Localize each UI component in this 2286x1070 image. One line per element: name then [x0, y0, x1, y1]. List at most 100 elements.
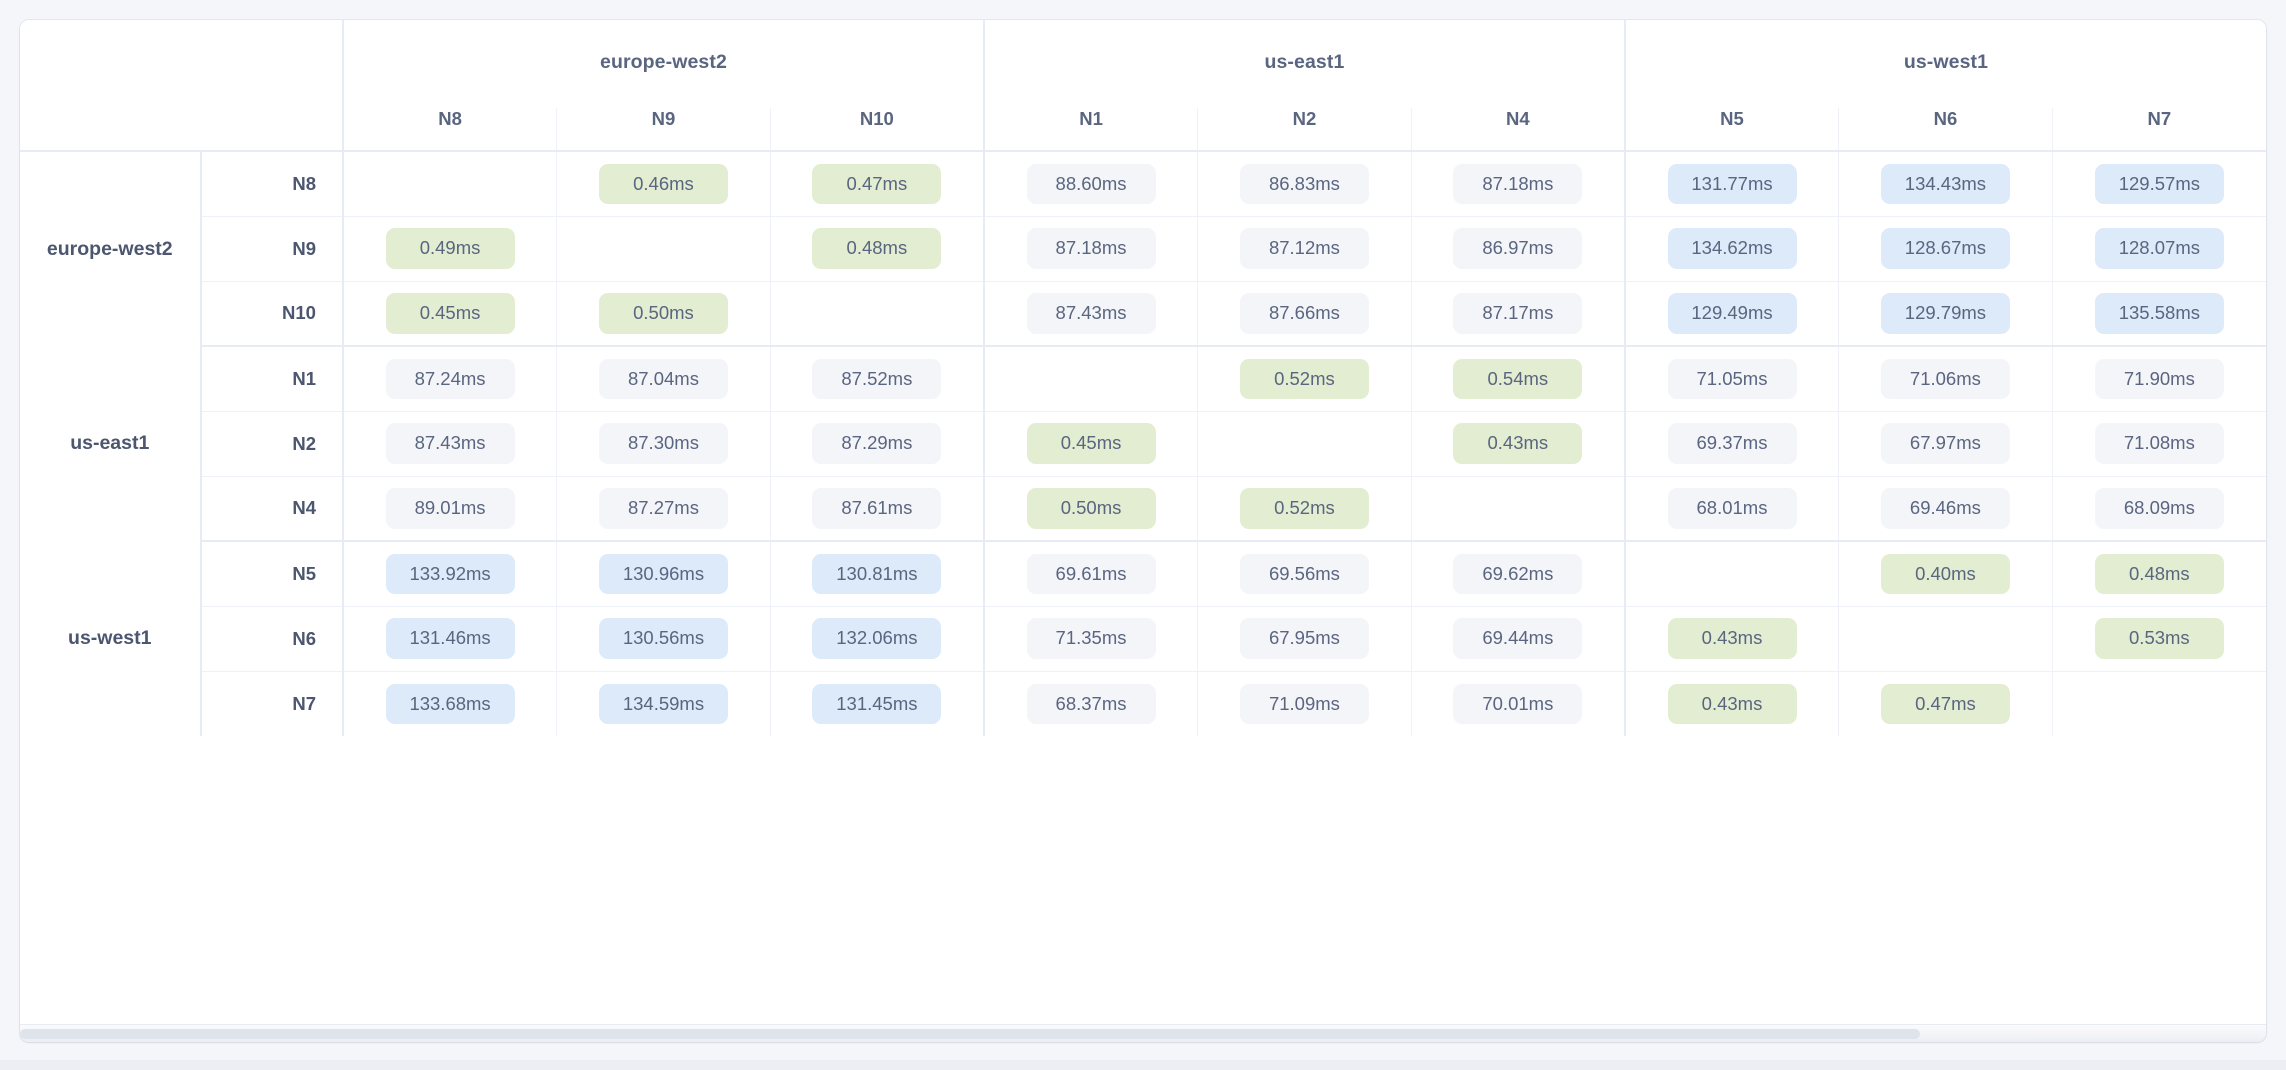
column-header-n2[interactable]: N2 [1197, 108, 1412, 152]
latency-cell[interactable]: 0.49ms [342, 216, 558, 282]
column-header-n1[interactable]: N1 [983, 108, 1199, 152]
latency-cell[interactable]: 67.95ms [1197, 606, 1412, 672]
column-header-n9[interactable]: N9 [556, 108, 771, 152]
latency-cell[interactable]: 131.46ms [342, 606, 558, 672]
latency-cell[interactable]: 130.81ms [770, 541, 985, 607]
latency-cell[interactable]: 0.52ms [1197, 346, 1412, 412]
column-header-n5[interactable]: N5 [1624, 108, 1840, 152]
latency-cell[interactable] [1624, 541, 1840, 607]
latency-cell[interactable]: 0.54ms [1411, 346, 1626, 412]
latency-cell[interactable]: 69.46ms [1838, 476, 2053, 542]
latency-cell[interactable]: 0.50ms [556, 281, 771, 347]
latency-cell[interactable] [770, 281, 985, 347]
latency-cell[interactable]: 133.92ms [342, 541, 558, 607]
latency-cell[interactable]: 130.56ms [556, 606, 771, 672]
latency-cell[interactable]: 87.12ms [1197, 216, 1412, 282]
row-header-n6[interactable]: N6 [200, 606, 344, 672]
latency-cell[interactable] [983, 346, 1199, 412]
latency-cell[interactable]: 0.45ms [342, 281, 558, 347]
latency-cell[interactable]: 89.01ms [342, 476, 558, 542]
latency-cell[interactable] [2052, 671, 2266, 736]
latency-cell[interactable]: 0.43ms [1411, 411, 1626, 477]
latency-cell[interactable]: 71.06ms [1838, 346, 2053, 412]
matrix-scroll-viewport[interactable]: europe-west2 us-east1 us-west1 N8 N9 N10… [20, 20, 2266, 1024]
latency-cell[interactable]: 135.58ms [2052, 281, 2266, 347]
row-header-n1[interactable]: N1 [200, 346, 344, 412]
latency-cell[interactable]: 134.62ms [1624, 216, 1840, 282]
latency-cell[interactable]: 129.49ms [1624, 281, 1840, 347]
horizontal-scrollbar-thumb[interactable] [20, 1029, 1920, 1039]
row-header-n7[interactable]: N7 [200, 671, 344, 736]
latency-cell[interactable]: 68.09ms [2052, 476, 2266, 542]
latency-cell[interactable]: 130.96ms [556, 541, 771, 607]
latency-cell[interactable]: 87.61ms [770, 476, 985, 542]
latency-cell[interactable]: 129.79ms [1838, 281, 2053, 347]
latency-cell[interactable]: 134.59ms [556, 671, 771, 736]
latency-cell[interactable]: 87.43ms [983, 281, 1199, 347]
latency-cell[interactable]: 0.46ms [556, 151, 771, 217]
latency-cell[interactable]: 69.37ms [1624, 411, 1840, 477]
latency-cell[interactable]: 0.45ms [983, 411, 1199, 477]
latency-cell[interactable]: 88.60ms [983, 151, 1199, 217]
latency-cell[interactable]: 69.44ms [1411, 606, 1626, 672]
latency-cell[interactable]: 70.01ms [1411, 671, 1626, 736]
column-header-n8[interactable]: N8 [342, 108, 558, 152]
latency-cell[interactable]: 71.09ms [1197, 671, 1412, 736]
latency-cell[interactable]: 69.56ms [1197, 541, 1412, 607]
latency-cell[interactable]: 87.27ms [556, 476, 771, 542]
latency-cell[interactable]: 71.08ms [2052, 411, 2266, 477]
latency-cell[interactable]: 128.07ms [2052, 216, 2266, 282]
column-header-n4[interactable]: N4 [1411, 108, 1626, 152]
latency-cell[interactable]: 87.18ms [1411, 151, 1626, 217]
column-header-n10[interactable]: N10 [770, 108, 985, 152]
latency-cell[interactable]: 0.48ms [770, 216, 985, 282]
latency-cell[interactable]: 87.24ms [342, 346, 558, 412]
latency-cell[interactable]: 0.47ms [770, 151, 985, 217]
latency-cell[interactable]: 69.61ms [983, 541, 1199, 607]
latency-cell[interactable]: 87.29ms [770, 411, 985, 477]
latency-cell[interactable]: 0.43ms [1624, 671, 1840, 736]
latency-cell[interactable]: 87.52ms [770, 346, 985, 412]
latency-cell[interactable]: 0.53ms [2052, 606, 2266, 672]
latency-cell[interactable]: 67.97ms [1838, 411, 2053, 477]
row-header-n8[interactable]: N8 [200, 151, 344, 217]
latency-cell[interactable]: 0.47ms [1838, 671, 2053, 736]
row-header-n10[interactable]: N10 [200, 281, 344, 347]
latency-cell[interactable]: 133.68ms [342, 671, 558, 736]
horizontal-scrollbar[interactable] [20, 1024, 2266, 1042]
latency-cell[interactable] [556, 216, 771, 282]
latency-cell[interactable]: 0.40ms [1838, 541, 2053, 607]
row-header-n4[interactable]: N4 [200, 476, 344, 542]
latency-cell[interactable]: 0.50ms [983, 476, 1199, 542]
row-header-n5[interactable]: N5 [200, 541, 344, 607]
latency-cell[interactable]: 132.06ms [770, 606, 985, 672]
latency-cell[interactable]: 69.62ms [1411, 541, 1626, 607]
latency-cell[interactable]: 128.67ms [1838, 216, 2053, 282]
column-header-n6[interactable]: N6 [1838, 108, 2053, 152]
latency-cell[interactable]: 134.43ms [1838, 151, 2053, 217]
latency-cell[interactable]: 86.83ms [1197, 151, 1412, 217]
latency-cell[interactable] [1838, 606, 2053, 672]
latency-cell[interactable]: 71.90ms [2052, 346, 2266, 412]
latency-cell[interactable]: 0.48ms [2052, 541, 2266, 607]
latency-cell[interactable]: 86.97ms [1411, 216, 1626, 282]
latency-cell[interactable]: 71.05ms [1624, 346, 1840, 412]
latency-cell[interactable]: 129.57ms [2052, 151, 2266, 217]
row-header-n2[interactable]: N2 [200, 411, 344, 477]
latency-cell[interactable]: 71.35ms [983, 606, 1199, 672]
latency-cell[interactable]: 87.04ms [556, 346, 771, 412]
latency-cell[interactable]: 87.30ms [556, 411, 771, 477]
latency-cell[interactable]: 0.43ms [1624, 606, 1840, 672]
column-header-n7[interactable]: N7 [2052, 108, 2266, 152]
page-scrollbar[interactable] [0, 1060, 2286, 1070]
latency-cell[interactable] [1411, 476, 1626, 542]
latency-cell[interactable]: 0.52ms [1197, 476, 1412, 542]
latency-cell[interactable]: 87.17ms [1411, 281, 1626, 347]
latency-cell[interactable]: 131.45ms [770, 671, 985, 736]
latency-cell[interactable]: 87.66ms [1197, 281, 1412, 347]
row-header-n9[interactable]: N9 [200, 216, 344, 282]
latency-cell[interactable]: 87.18ms [983, 216, 1199, 282]
latency-cell[interactable]: 87.43ms [342, 411, 558, 477]
latency-cell[interactable]: 131.77ms [1624, 151, 1840, 217]
latency-cell[interactable] [342, 151, 558, 217]
